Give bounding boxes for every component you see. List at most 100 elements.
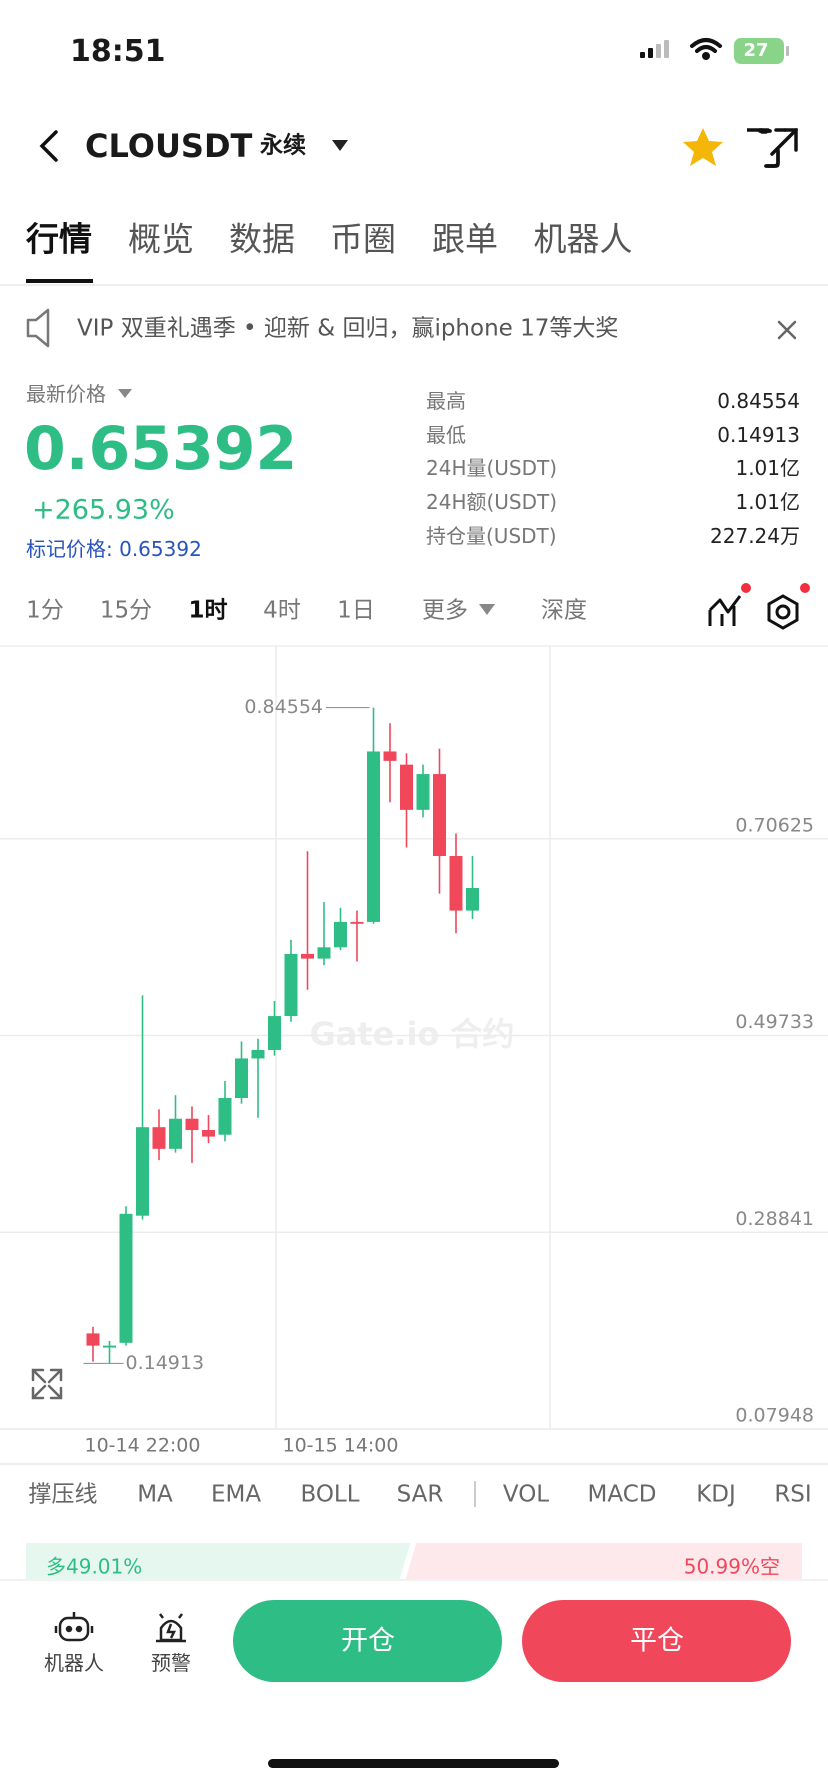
robot-icon[interactable]	[54, 1612, 94, 1642]
share-button[interactable]	[747, 128, 798, 168]
candle-body	[367, 751, 380, 922]
low-annotation: 0.14913	[126, 1352, 205, 1374]
candle-body	[136, 1127, 149, 1216]
indicator-tab[interactable]: RSI	[774, 1481, 812, 1508]
favorite-star[interactable]	[683, 128, 723, 166]
status-time: 18:51	[70, 34, 166, 69]
stat-value: 0.14913	[717, 423, 800, 447]
fullscreen-icon[interactable]	[31, 1368, 63, 1400]
alert-icon[interactable]	[156, 1613, 186, 1643]
candle-body	[202, 1130, 215, 1137]
stat-label: 最低	[426, 423, 466, 447]
candle-body	[466, 888, 479, 911]
y-tick-label: 0.28841	[735, 1208, 814, 1230]
stat-value: 0.84554	[717, 389, 800, 413]
indicator-tab[interactable]: EMA	[210, 1481, 262, 1508]
open-position-button[interactable]	[233, 1600, 502, 1682]
candle-body	[86, 1333, 100, 1346]
close-banner[interactable]	[777, 320, 797, 340]
contract-dropdown[interactable]	[332, 140, 348, 151]
candle-body	[350, 921, 364, 924]
tab[interactable]: 币圈	[330, 219, 396, 259]
indicator-tab[interactable]: 撑压线	[28, 1481, 98, 1508]
stat-value: 1.01亿	[735, 490, 800, 514]
candle-body	[185, 1118, 199, 1131]
tab[interactable]: 数据	[229, 219, 295, 259]
candle-body	[169, 1118, 182, 1149]
price-dropdown[interactable]	[118, 389, 132, 398]
price-label: 最新价格	[26, 382, 106, 406]
indicator-tab[interactable]: VOL	[502, 1481, 550, 1508]
candle-body	[301, 953, 314, 959]
open-position-label[interactable]: 开仓	[341, 1625, 395, 1657]
stat-label: 24H量(USDT)	[426, 456, 558, 480]
indicator-tab[interactable]: MA	[137, 1481, 173, 1508]
chart-layer: Gate.io 合约 0.70625 0.49733 0.28841 0.07948 10…	[0, 696, 828, 1457]
short-ratio-label: 50.99%空	[684, 1555, 780, 1579]
stat-label: 持仓量(USDT)	[426, 524, 557, 548]
high-annotation: 0.84554	[244, 696, 323, 718]
x-tick-label: 10-15 14:00	[282, 1435, 398, 1457]
interval-tab[interactable]: 1日	[337, 597, 375, 624]
candle-body	[218, 1097, 232, 1135]
signal-icon	[640, 40, 669, 58]
interval-tab[interactable]: 15分	[99, 597, 153, 624]
tab[interactable]: 行情	[26, 219, 92, 259]
battery-tip	[786, 46, 789, 56]
contract-type: 永续	[260, 132, 306, 159]
candle-body	[152, 1127, 166, 1149]
candle-body	[268, 1016, 281, 1050]
candle-body	[334, 921, 347, 948]
symbol: CLOUSDT	[85, 127, 253, 165]
tab[interactable]: 跟单	[432, 219, 498, 259]
indicator-settings-icon[interactable]	[708, 595, 742, 626]
indicator-tab[interactable]: SAR	[396, 1481, 444, 1508]
home-indicator	[268, 1759, 559, 1768]
candle-body	[400, 764, 413, 810]
interval-tab[interactable]: 4时	[263, 597, 301, 624]
indicator-tab[interactable]: BOLL	[300, 1481, 360, 1508]
banner-text[interactable]: VIP 双重礼遇季 • 迎新 & 回归，赢iphone 17等大奖	[77, 315, 619, 342]
long-ratio-label: 多49.01%	[46, 1555, 142, 1579]
more-dropdown[interactable]	[479, 604, 495, 615]
interval-tab[interactable]: 深度	[541, 597, 587, 624]
mark-price[interactable]: 标记价格: 0.65392	[26, 537, 202, 561]
candle-body	[317, 947, 331, 959]
stat-value: 1.01亿	[735, 456, 800, 480]
notification-dot	[800, 583, 810, 593]
tab[interactable]: 概览	[128, 219, 194, 259]
indicator-tab[interactable]: MACD	[587, 1481, 657, 1508]
chart-settings-icon[interactable]	[767, 594, 799, 630]
stat-label: 24H额(USDT)	[426, 490, 558, 514]
interval-tab[interactable]: 更多	[422, 597, 468, 624]
indicator-tab[interactable]: KDJ	[696, 1481, 736, 1508]
candle-body	[235, 1058, 248, 1098]
y-tick-label: 0.70625	[735, 814, 814, 836]
watermark: Gate.io 合约	[309, 1015, 514, 1053]
last-price: 0.65392	[24, 414, 298, 484]
robot-label[interactable]: 机器人	[44, 1651, 104, 1675]
interval-tab[interactable]: 1分	[26, 597, 64, 624]
speaker-icon	[26, 308, 50, 348]
candle-body	[449, 855, 463, 911]
active-tab-indicator	[26, 279, 93, 283]
battery-icon	[734, 38, 784, 64]
price-change: +265.93%	[32, 494, 175, 526]
close-position-label[interactable]: 平仓	[630, 1625, 684, 1657]
notification-dot	[741, 583, 751, 593]
close-position-button[interactable]	[522, 1600, 791, 1682]
tab[interactable]: 机器人	[533, 219, 633, 259]
candle-body	[103, 1345, 116, 1348]
short-ratio	[402, 1543, 802, 1590]
back-button[interactable]	[39, 130, 58, 162]
candle-body	[416, 774, 430, 810]
stat-label: 最高	[426, 389, 466, 413]
long-ratio	[26, 1543, 411, 1590]
interval-tab[interactable]: 1时	[188, 597, 228, 624]
ratio-bar: 多49.01% 50.99%空	[26, 1543, 802, 1590]
candle-body	[383, 751, 397, 761]
y-tick-label: 0.49733	[735, 1011, 814, 1033]
alert-label[interactable]: 预警	[151, 1651, 191, 1675]
